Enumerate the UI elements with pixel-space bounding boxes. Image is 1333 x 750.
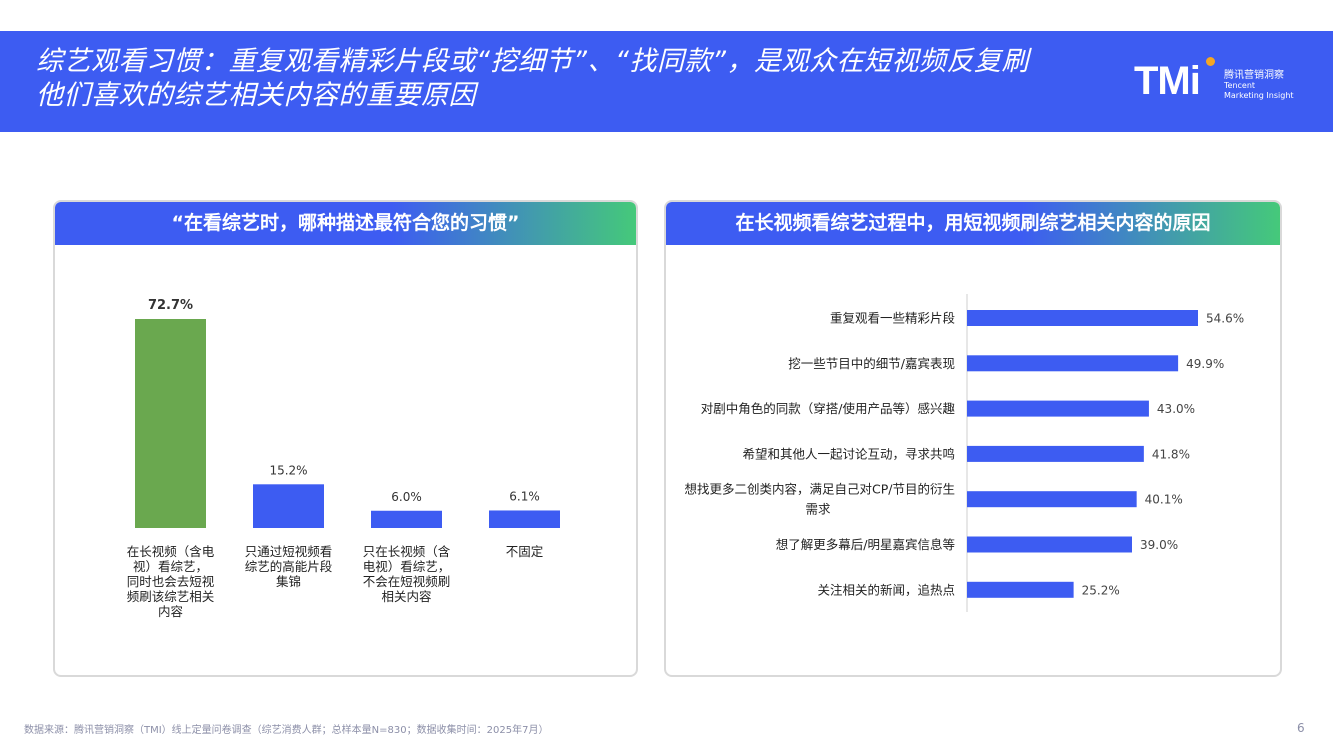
bar-5 [967, 491, 1137, 508]
habit-bar-chart: 72.7% 在长视频（含电视）看综艺，同时也会去短视频刷该综艺相关内容 15.2% 只… [127, 298, 560, 619]
bar-value-label-2: 15.2% [269, 463, 307, 477]
habit-chart-panel: “在看综艺时，哪种描述最符合您的习惯” 72.7% 在长视频（含电视）看综艺，同时… [53, 200, 638, 677]
reason-chart-title: 在长视频看综艺过程中，用短视频刷综艺相关内容的原因 [666, 202, 1280, 245]
bar-1 [135, 319, 206, 528]
bar-1 [967, 310, 1198, 326]
page-title-line-2: 他们喜欢的综艺相关内容的重要原因 [36, 80, 476, 111]
bar-4 [967, 445, 1144, 462]
logo-cn-text: 腾讯营销洞察 [1224, 70, 1284, 81]
category-label-5: 想找更多二创类内容，满足自己对CP/节目的衍生需求 [685, 482, 955, 517]
bar-2 [967, 355, 1179, 372]
logo-dot-icon [1206, 57, 1215, 66]
bar-value-label-1: 72.7% [148, 298, 193, 313]
data-source-note: 数据来源：腾讯营销洞察（TMI）线上定量问卷调查（综艺消费人群；总样本量N=83… [24, 725, 549, 736]
page-title: 综艺观看习惯：重复观看精彩片段或“挖细节”、“找同款”，是观众在短视频反复刷 他… [36, 45, 1076, 113]
page-number: 6 [1297, 721, 1305, 735]
bar-value-label-5: 40.1% [1145, 493, 1183, 507]
bar-value-label-7: 25.2% [1082, 583, 1120, 597]
logo-en-text-2: Marketing Insight [1224, 91, 1294, 100]
reason-bar-chart: 54.6% 重复观看一些精彩片段 49.9% 挖一些节目中的细节/嘉宾表现 43.0% 对… [685, 294, 1244, 612]
tmi-logo: TMi 腾讯营销洞察 Tencent Marketing Insight [1134, 55, 1304, 111]
bar-value-label-4: 41.8% [1152, 447, 1190, 461]
reason-chart-panel: 在长视频看综艺过程中，用短视频刷综艺相关内容的原因 54.6% 重复观看一些精彩片… [664, 200, 1282, 677]
bar-value-label-2: 49.9% [1186, 357, 1224, 371]
category-label-4: 希望和其他人一起讨论互动，寻求共鸣 [742, 446, 955, 461]
title-banner: 综艺观看习惯：重复观看精彩片段或“挖细节”、“找同款”，是观众在短视频反复刷 他… [0, 31, 1333, 132]
logo-mark: TMi [1134, 59, 1201, 103]
bar-value-label-3: 6.0% [391, 490, 422, 504]
category-label-4: 不固定 [506, 544, 544, 559]
category-label-2: 挖一些节目中的细节/嘉宾表现 [788, 356, 955, 371]
bar-3 [967, 400, 1149, 417]
category-label-1: 在长视频（含电视）看综艺，同时也会去短视频刷该综艺相关内容 [127, 544, 215, 619]
bar-value-label-3: 43.0% [1157, 402, 1195, 416]
category-label-1: 重复观看一些精彩片段 [830, 311, 955, 326]
logo-en-text-1: Tencent [1224, 81, 1256, 90]
category-label-6: 想了解更多幕后/明星嘉宾信息等 [776, 537, 955, 552]
bar-4 [489, 510, 560, 528]
bar-value-label-4: 6.1% [509, 489, 540, 503]
bar-6 [967, 536, 1132, 553]
category-label-7: 关注相关的新闻，追热点 [817, 582, 955, 597]
category-label-2: 只通过短视频看综艺的高能片段集锦 [245, 544, 333, 589]
bar-value-label-6: 39.0% [1140, 538, 1178, 552]
category-label-3: 对剧中角色的同款（穿搭/使用产品等）感兴趣 [701, 401, 956, 416]
bar-2 [253, 484, 324, 528]
habit-chart-title: “在看综艺时，哪种描述最符合您的习惯” [55, 202, 636, 245]
bar-3 [371, 510, 442, 528]
page-title-line-1: 综艺观看习惯：重复观看精彩片段或“挖细节”、“找同款”，是观众在短视频反复刷 [36, 46, 1029, 77]
bar-7 [967, 581, 1074, 598]
category-label-3: 只在长视频（含电视）看综艺，不会在短视频刷相关内容 [363, 544, 451, 604]
bar-value-label-1: 54.6% [1206, 312, 1244, 326]
